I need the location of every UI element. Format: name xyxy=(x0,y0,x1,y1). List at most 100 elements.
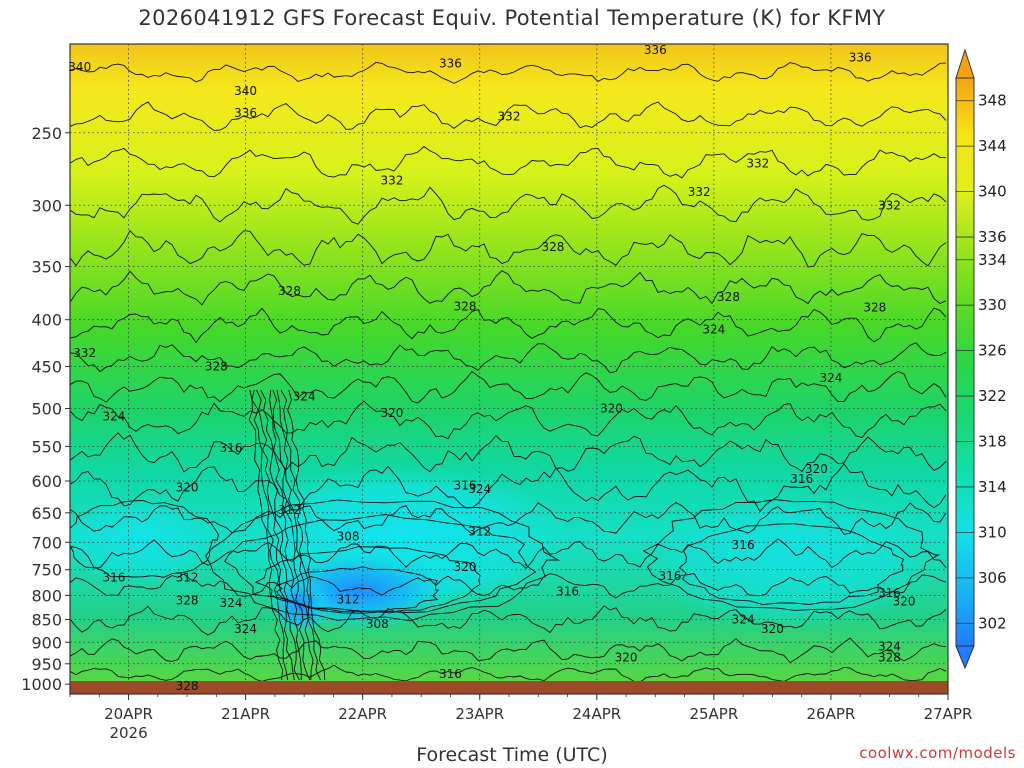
y-tick-label: 600 xyxy=(31,472,62,491)
contour-label: 320 xyxy=(615,650,638,664)
contour-line xyxy=(254,546,481,614)
contour-line xyxy=(248,389,284,681)
contour-line xyxy=(70,145,947,179)
contour-label: 340 xyxy=(68,60,91,74)
contour-label: 336 xyxy=(439,56,462,70)
contour-label: 332 xyxy=(878,198,901,212)
chart-title: 2026041912 GFS Forecast Equiv. Potential… xyxy=(138,6,886,30)
contour-label: 316 xyxy=(439,667,462,681)
contour-label: 324 xyxy=(878,640,901,654)
x-tick-label: 20APR xyxy=(104,705,153,723)
contour-line xyxy=(70,463,947,513)
contour-line xyxy=(287,389,326,681)
colorbar-label: 348 xyxy=(978,92,1007,110)
x-tick-label: 25APR xyxy=(689,705,738,723)
ground-strip xyxy=(70,681,948,694)
contour-label: 316 xyxy=(878,586,901,600)
y-tick-label: 700 xyxy=(31,533,62,552)
y-tick-label: 850 xyxy=(31,611,62,630)
x-tick-label: 23APR xyxy=(455,705,504,723)
contour-line xyxy=(70,501,947,535)
contour-line xyxy=(70,307,947,344)
contour-lines xyxy=(70,61,947,683)
x-tick-label: 22APR xyxy=(338,705,387,723)
y-tick-label: 450 xyxy=(31,358,62,377)
contour-line xyxy=(70,101,947,131)
colorbar-label: 326 xyxy=(978,342,1007,360)
contour-line xyxy=(70,664,947,683)
y-tick-label: 1000 xyxy=(21,675,62,694)
x-tick-label: 24APR xyxy=(572,705,621,723)
contour-line xyxy=(260,389,300,681)
warm-cap xyxy=(190,44,380,89)
contour-label: 320 xyxy=(380,406,403,420)
y-tick-label: 250 xyxy=(31,124,62,143)
x-tick-label: 21APR xyxy=(221,705,270,723)
colorbar-label: 330 xyxy=(978,296,1007,314)
contour-line xyxy=(280,389,321,681)
contour-line xyxy=(70,342,947,374)
contour-label: 316 xyxy=(659,569,682,583)
contour-label: 316 xyxy=(732,538,755,552)
contour-label: 324 xyxy=(102,409,125,423)
contour-line xyxy=(276,566,440,612)
cyan-zone-west xyxy=(70,495,225,585)
contour-line xyxy=(251,389,289,681)
contour-label: 312 xyxy=(278,503,301,517)
contour-label: 328 xyxy=(878,650,901,664)
contour-label: 332 xyxy=(73,346,96,360)
y-tick-label: 650 xyxy=(31,504,62,523)
contour-label: 324 xyxy=(220,596,243,610)
contour-label: 328 xyxy=(176,679,199,693)
y-tick-label: 350 xyxy=(31,258,62,277)
contour-line xyxy=(70,370,947,404)
contour-label: 316 xyxy=(556,584,579,598)
contour-label: 328 xyxy=(278,284,301,298)
contour-label: 332 xyxy=(746,156,769,170)
contour-label: 336 xyxy=(849,51,872,65)
colorbar: 302 306 310 314 318 322 326 330 334 336 340 344 348 xyxy=(955,48,1007,670)
contour-label: 312 xyxy=(468,524,491,538)
contour-label: 340 xyxy=(234,84,257,98)
x-tick-sublabel: 2026 xyxy=(109,724,147,742)
colorbar-label: 306 xyxy=(978,569,1007,587)
contour-label: 308 xyxy=(337,530,360,544)
contour-label: 328 xyxy=(863,301,886,315)
contour-line xyxy=(276,389,314,681)
colorbar-label: 314 xyxy=(978,478,1007,496)
y-tick-label: 800 xyxy=(31,586,62,605)
contour-label: 320 xyxy=(600,401,623,415)
contour-label: 316 xyxy=(790,472,813,486)
contour-line xyxy=(70,637,947,664)
y-tick-label: 400 xyxy=(31,311,62,330)
contour-label: 308 xyxy=(366,617,389,631)
x-axis-label: Forecast Time (UTC) xyxy=(416,744,608,766)
contour-line xyxy=(272,389,311,681)
y-tick-label: 300 xyxy=(31,196,62,215)
contour-label: 320 xyxy=(761,622,784,636)
x-tick-label: 26APR xyxy=(807,705,856,723)
credit-link[interactable]: coolwx.com/models xyxy=(859,744,1016,762)
contour-line xyxy=(70,270,947,306)
y-tick-label: 500 xyxy=(31,399,62,418)
contour-label: 320 xyxy=(893,594,916,608)
contour-label: 320 xyxy=(805,462,828,476)
y-tick-label: 750 xyxy=(31,561,62,580)
contour-line xyxy=(70,61,947,84)
contour-line xyxy=(70,184,947,225)
plot-area xyxy=(70,44,948,694)
contour-label: 316 xyxy=(220,441,243,455)
contour-line xyxy=(224,514,537,614)
colorbar-label: 336 xyxy=(978,228,1007,246)
contour-line xyxy=(269,389,302,681)
contour-label: 324 xyxy=(702,323,725,337)
contour-labels: 3403403363363363363323323323323323323283… xyxy=(68,43,915,693)
contour-label: 336 xyxy=(644,43,667,57)
contour-line xyxy=(70,500,219,578)
contour-label: 332 xyxy=(498,110,521,124)
contour-label: 320 xyxy=(176,481,199,495)
contour-label: 316 xyxy=(454,479,477,493)
contour-label: 324 xyxy=(293,389,316,403)
